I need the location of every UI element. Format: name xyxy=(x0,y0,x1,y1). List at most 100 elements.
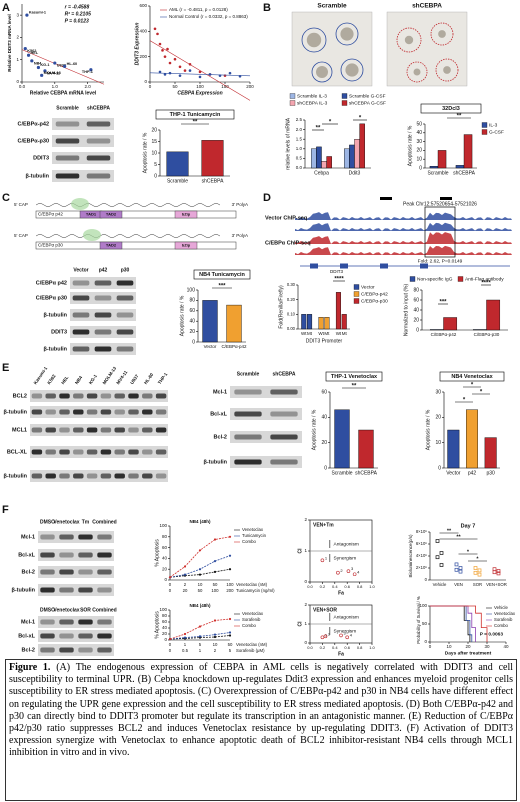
blot-band xyxy=(55,121,80,127)
colony xyxy=(438,30,446,38)
y-tick-label: 100 xyxy=(159,607,167,612)
blot-band xyxy=(72,295,90,301)
blot-row-label: Bcl-2 xyxy=(22,569,35,575)
x-tick-label: Ddit3 xyxy=(349,170,361,176)
blot-strip xyxy=(38,584,114,596)
blot-row-label: Bcl-xL xyxy=(210,411,227,417)
survival-curve xyxy=(430,605,473,642)
legend-label: Vehicle xyxy=(494,605,508,610)
blot-band xyxy=(86,121,111,127)
domain-label: bZip xyxy=(182,243,191,248)
point xyxy=(352,572,357,577)
y-tick-label: 2.5 xyxy=(296,117,303,122)
blot-row-label: β-tubulin xyxy=(43,312,67,318)
construct-label: 5' CAP xyxy=(14,202,28,207)
point xyxy=(198,70,202,74)
blot-band xyxy=(40,619,55,625)
blot-column-label: Venetoclax xyxy=(53,607,79,613)
blot-band xyxy=(86,173,111,179)
legend-swatch xyxy=(481,129,488,135)
blot-row-label: DDIT3 xyxy=(33,155,49,161)
construct-name: C/EBPα p30 xyxy=(38,243,63,248)
peak-box xyxy=(424,206,456,258)
blot-band xyxy=(31,409,43,415)
y-tick-label: 2×10⁶ xyxy=(416,565,427,570)
blot-strip xyxy=(38,549,114,561)
bar xyxy=(472,329,487,331)
blot-band xyxy=(55,173,80,179)
y-tick-label: 10 xyxy=(435,440,441,446)
x-tick-label: 10 xyxy=(198,582,203,587)
blot-band xyxy=(114,449,125,455)
domain-label: TAD2 xyxy=(106,243,117,248)
annotation: Antagonism xyxy=(334,614,359,620)
blot-band xyxy=(73,473,84,479)
annotation: Synergism xyxy=(334,555,357,561)
panel-letter: A xyxy=(2,2,10,14)
y-tick-label: 400 xyxy=(139,29,147,34)
point-label: K562 xyxy=(27,49,36,53)
y-tick-label: 20 xyxy=(416,148,422,154)
title-box xyxy=(155,109,235,120)
blot-band xyxy=(73,449,84,455)
exon xyxy=(340,263,348,269)
track-label: C/EBPα ChIP-seq xyxy=(265,240,311,246)
blot-column-label: KG-1 xyxy=(88,373,99,385)
legend-label: IL-3 xyxy=(489,122,498,128)
blot-band xyxy=(40,552,55,558)
point xyxy=(63,64,67,68)
legend-swatch xyxy=(289,100,296,106)
statistic: R² = 0.2105 xyxy=(65,11,91,17)
exon xyxy=(420,263,428,269)
y-tick-label: 0.0 xyxy=(296,165,303,170)
blot-band xyxy=(234,459,262,465)
x-tick-label: 100 xyxy=(226,582,234,587)
significance: ** xyxy=(316,126,321,132)
blot-row-label: Mcl-1 xyxy=(21,619,35,625)
y-tick-label: 2 xyxy=(16,35,19,40)
x-tick-label: 0.6 xyxy=(344,645,350,650)
y-tick-label: 1.5 xyxy=(296,136,303,141)
blot-band xyxy=(128,449,139,455)
y-tick-label: 40 xyxy=(416,130,422,136)
blot-band xyxy=(100,409,112,415)
blot-strip xyxy=(30,470,168,482)
blot-band xyxy=(86,138,111,144)
point xyxy=(477,572,482,577)
point xyxy=(188,69,192,72)
y-axis-label: CI xyxy=(297,548,303,554)
y-tick-label: 40 xyxy=(189,319,195,325)
bar xyxy=(443,317,458,331)
image-label: Scramble xyxy=(317,3,347,10)
blot-strip xyxy=(38,531,114,543)
blot-band xyxy=(116,295,134,301)
y-tick-label: 100 xyxy=(187,287,196,293)
blot-strip xyxy=(230,431,302,443)
y-tick-label: 600 xyxy=(139,3,147,8)
y-tick-label: 80 xyxy=(162,534,168,539)
blot-band xyxy=(78,647,93,653)
point xyxy=(23,46,27,51)
blot-band xyxy=(59,619,74,625)
legend-label: C/EBPα-p42 xyxy=(361,291,388,297)
colony-outline xyxy=(430,22,454,46)
point xyxy=(36,65,41,70)
x-tick-label: 100 xyxy=(211,588,219,593)
x-tick-label: 5 xyxy=(229,648,232,653)
y-tick-label: 50 xyxy=(422,621,428,626)
blot-band xyxy=(86,427,98,433)
x-tick-label: C/EBPα-p30 xyxy=(474,332,500,337)
point-label: 4 xyxy=(357,569,360,574)
point xyxy=(198,549,202,552)
title-box xyxy=(420,103,482,114)
x-tick-label: 50 xyxy=(228,642,233,647)
point xyxy=(183,573,187,576)
point xyxy=(435,539,440,543)
chart-title: THP-1 Tunicamycin xyxy=(170,112,221,118)
point xyxy=(228,535,232,538)
blot-strip xyxy=(70,326,136,338)
legend-swatch xyxy=(353,298,360,304)
blot-row-label: Bcl-xL xyxy=(18,552,35,558)
blot-band xyxy=(97,619,112,625)
